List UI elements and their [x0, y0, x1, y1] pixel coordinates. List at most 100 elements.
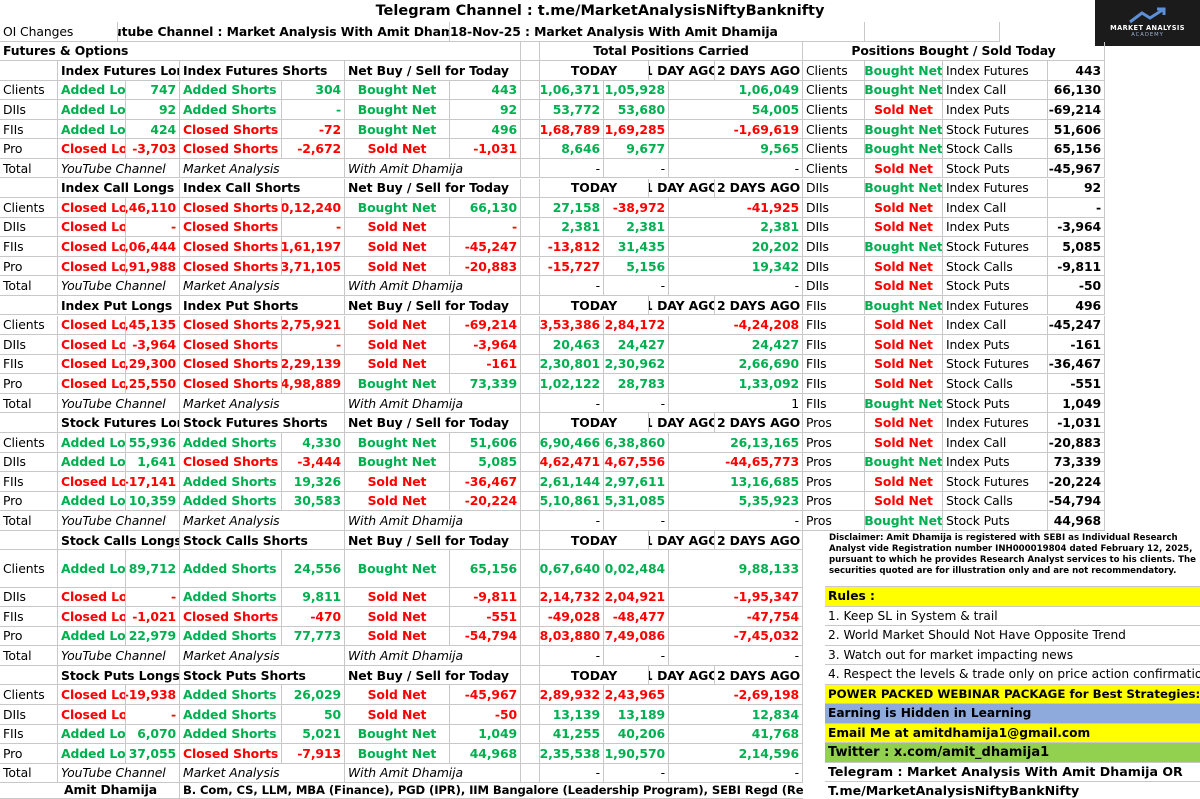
- today-value: -13,812: [540, 237, 604, 257]
- net-value: -: [450, 217, 521, 238]
- today-value: 10,67,640: [540, 550, 604, 588]
- participant: DIIs: [0, 217, 58, 238]
- shorts-label: Closed Shorts: [180, 335, 282, 355]
- day2-value: 9,88,133: [669, 550, 803, 588]
- gap-cell: [521, 432, 540, 453]
- participant: Pro: [0, 744, 58, 764]
- section-header-row: Index Put Longs Index Put Shorts Net Buy /…: [0, 295, 1200, 316]
- gap-cell: [521, 685, 540, 705]
- longs-label: Closed Longs: [58, 607, 126, 627]
- day1-value: 5,156: [604, 256, 669, 277]
- shorts-value: 24,556: [282, 550, 345, 588]
- day2-value: 1,33,092: [669, 374, 803, 394]
- longs-value: 22,979: [126, 626, 180, 647]
- participant: Pro: [0, 139, 58, 159]
- shorts-label: Added Shorts: [180, 432, 282, 453]
- net-value: -3,964: [450, 335, 521, 355]
- day2-value: 2,66,690: [669, 354, 803, 375]
- participant: DIIs: [0, 587, 58, 608]
- total-row: Total YouTube Channel Market Analysis With …: [0, 276, 1200, 296]
- net-value: -36,467: [450, 472, 521, 492]
- net-value: -9,811: [450, 587, 521, 608]
- day1-value: -1,69,285: [604, 119, 669, 140]
- gap-cell: [521, 452, 540, 473]
- total-market-analysis: Market Analysis: [180, 646, 345, 666]
- total-market-analysis: Market Analysis: [180, 158, 345, 179]
- longs-value: -: [126, 587, 180, 608]
- gap-cell: [521, 119, 540, 140]
- footer-row: Amit Dhamija B. Com, CS, LLM, MBA (Financ…: [0, 781, 1200, 799]
- net-label: Sold Net: [345, 587, 450, 608]
- rp-value: -45,967: [1048, 158, 1105, 179]
- net-value: 44,968: [450, 744, 521, 764]
- participant: FIIs: [0, 354, 58, 375]
- rp-net-label: Bought Net: [865, 178, 943, 199]
- total-label: Total: [0, 393, 58, 414]
- day2-value: -44,65,773: [669, 452, 803, 473]
- gap-cell: [521, 276, 540, 296]
- today-value: 13,139: [540, 704, 604, 725]
- rp-participant: Pros: [803, 432, 865, 453]
- longs-value: -3,703: [126, 139, 180, 159]
- longs-value: 37,055: [126, 744, 180, 764]
- net-value: -20,883: [450, 256, 521, 277]
- rp-participant: FIIs: [803, 354, 865, 375]
- blank: [0, 665, 58, 686]
- net-value: -1,031: [450, 139, 521, 159]
- rp-instrument: Stock Calls: [943, 374, 1048, 394]
- shorts-value: -10,12,240: [282, 198, 345, 218]
- participant: Clients: [0, 685, 58, 705]
- net-label: Bought Net: [345, 744, 450, 764]
- total-day1: -: [604, 276, 669, 296]
- rp-net-label: Bought Net: [865, 119, 943, 140]
- longs-value: -9,46,110: [126, 198, 180, 218]
- day1-value: 5,31,085: [604, 491, 669, 512]
- day2-header: 2 DAYS AGO: [715, 295, 803, 316]
- net-value: 51,606: [450, 432, 521, 453]
- rp-instrument: Index Call: [943, 80, 1048, 101]
- rp-participant: Pros: [803, 491, 865, 512]
- day1-header: 1 DAY AGO: [649, 61, 715, 81]
- longs-value: 424: [126, 119, 180, 140]
- longs-header: Index Call Longs: [58, 178, 180, 199]
- longs-header: Stock Futures Longs: [58, 413, 180, 433]
- day2-header: 2 DAYS AGO: [715, 178, 803, 199]
- day1-value: 1,05,928: [604, 80, 669, 101]
- net-label: Bought Net: [345, 80, 450, 101]
- net-value: 496: [450, 119, 521, 140]
- net-value: -69,214: [450, 315, 521, 336]
- rp-instrument: Stock Puts: [943, 393, 1048, 414]
- net-header: Net Buy / Sell for Today: [345, 413, 521, 433]
- day1-value: 31,435: [604, 237, 669, 257]
- shorts-label: Closed Shorts: [180, 237, 282, 257]
- net-header: Net Buy / Sell for Today: [345, 665, 521, 686]
- section-title-row: Futures & Options Total Positions Carried…: [0, 41, 1200, 62]
- longs-value: -: [126, 217, 180, 238]
- section-header-row: Stock Puts Longs Stock Puts Shorts Net Buy…: [0, 665, 1200, 686]
- rp-value: -69,214: [1048, 100, 1105, 120]
- positions-bought-sold-label: Positions Bought / Sold Today: [803, 41, 1105, 62]
- rp-net-label: Bought Net: [865, 80, 943, 101]
- longs-value: -13,45,135: [126, 315, 180, 336]
- total-day1: -: [604, 763, 669, 784]
- net-label: Bought Net: [345, 550, 450, 588]
- day2-value: 2,14,596: [669, 744, 803, 764]
- longs-label: Added Longs: [58, 626, 126, 647]
- net-value: -45,967: [450, 685, 521, 705]
- shorts-label: Closed Shorts: [180, 374, 282, 394]
- participant: DIIs: [0, 704, 58, 725]
- total-positions-label: Total Positions Carried: [540, 41, 803, 62]
- header-row: OI ChangesYoutube Channel : Market Analy…: [0, 22, 1200, 42]
- longs-label: Closed Longs: [58, 237, 126, 257]
- day2-header: 2 DAYS AGO: [715, 61, 803, 81]
- total-with-amit: With Amit Dhamija: [345, 646, 521, 666]
- logo-line-1: MARKET ANALYSIS: [1110, 24, 1185, 32]
